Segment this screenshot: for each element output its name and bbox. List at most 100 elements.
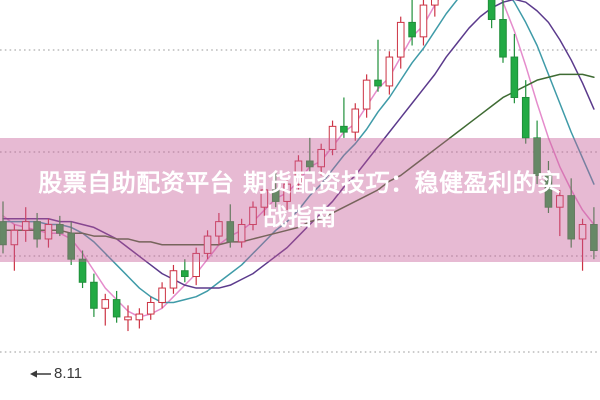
candle-body	[431, 0, 439, 6]
candle-body	[533, 137, 541, 176]
candle-body	[78, 258, 87, 283]
candlestick	[499, 0, 507, 63]
candle-body	[249, 206, 257, 226]
title-overlay-band	[0, 138, 600, 262]
candlestick	[533, 120, 541, 185]
candle-body	[306, 160, 314, 168]
candlestick	[67, 221, 75, 265]
candle-body	[294, 160, 303, 185]
candle-body	[396, 21, 405, 58]
candlestick	[556, 189, 564, 237]
candlestick	[431, 0, 439, 17]
candlestick	[487, 0, 496, 29]
candlestick	[567, 178, 575, 248]
candle-body	[135, 313, 144, 321]
candlestick	[306, 137, 314, 173]
candlestick	[340, 97, 348, 138]
candlestick	[351, 103, 360, 141]
candlestick	[215, 212, 223, 245]
candlestick	[169, 264, 178, 294]
candle-body	[271, 189, 280, 202]
candlestick	[0, 201, 7, 254]
left-arrow-icon	[30, 369, 51, 378]
candle-body	[317, 148, 325, 168]
candle-body	[181, 270, 189, 278]
candle-body	[544, 174, 553, 208]
candlestick	[396, 16, 405, 69]
candlestick	[101, 293, 110, 326]
candle-body	[10, 229, 19, 246]
candle-body	[340, 125, 348, 133]
candle-body	[283, 183, 291, 202]
candlestick	[158, 282, 166, 309]
candle-body	[33, 221, 41, 240]
candle-body	[226, 221, 235, 243]
candlestick	[112, 290, 121, 323]
price-marker-annotation: 8.11	[30, 366, 82, 381]
candlestick	[578, 218, 587, 271]
candlestick	[328, 120, 337, 156]
candle-body	[351, 108, 360, 133]
candlestick	[374, 39, 382, 92]
candlestick	[90, 273, 98, 317]
price-marker-label: 8.11	[54, 365, 83, 382]
candle-body	[215, 221, 223, 237]
ma-line-ma60	[2, 73, 595, 246]
candle-body	[567, 195, 575, 240]
candle-body	[101, 299, 110, 309]
candlestick	[271, 172, 280, 208]
candle-body	[56, 224, 64, 234]
candle-body	[385, 56, 394, 87]
candlestick	[294, 155, 303, 190]
candle-body	[203, 235, 212, 254]
candle-body	[374, 79, 382, 87]
candle-body	[328, 125, 337, 150]
candlestick	[510, 33, 519, 104]
candlestick	[385, 51, 394, 95]
candlestick	[237, 218, 246, 248]
candlestick	[419, 0, 428, 46]
candlestick	[362, 74, 371, 118]
candle-body	[112, 299, 121, 318]
candle-body	[146, 301, 155, 315]
candlestick	[10, 224, 19, 271]
candle-body	[192, 252, 200, 277]
candle-body	[487, 0, 496, 21]
candlestick	[283, 178, 291, 211]
candle-body	[90, 281, 98, 309]
candle-body	[419, 4, 428, 38]
candlestick	[181, 259, 189, 283]
candlestick	[226, 204, 235, 248]
candlestick	[521, 80, 530, 144]
candle-body	[590, 224, 598, 252]
candle-body	[0, 221, 7, 246]
candle-body	[521, 96, 530, 139]
candlesticks	[0, 0, 598, 332]
candle-body	[158, 287, 166, 303]
candlestick	[124, 305, 132, 332]
candlestick	[192, 247, 200, 286]
candlestick	[249, 201, 257, 231]
candlestick	[260, 184, 269, 216]
candlestick	[544, 161, 553, 213]
page-title: 股票自助配资平台 期货配资技巧：稳健盈利的实 战指南	[0, 138, 600, 262]
candlestick	[317, 143, 325, 176]
candlestick	[135, 308, 144, 329]
ma-line-ma10	[2, 0, 595, 304]
candlestick	[21, 207, 30, 242]
candlestick	[44, 218, 53, 248]
candle-body	[21, 221, 30, 231]
candle-body	[67, 232, 75, 260]
candle-body	[260, 189, 269, 208]
candle-body	[44, 224, 53, 240]
candle-body	[510, 56, 519, 98]
candle-body	[556, 195, 564, 208]
candlestick	[78, 250, 87, 289]
candle-body	[362, 79, 371, 110]
candle-body	[124, 316, 132, 321]
page-title-line-2: 战指南	[263, 203, 337, 231]
candlestick	[146, 296, 155, 320]
candle-body	[237, 224, 246, 243]
